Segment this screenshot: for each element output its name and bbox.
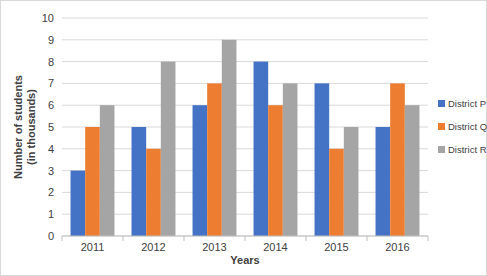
grid-line [62, 18, 428, 19]
legend-label: District Q [448, 121, 487, 132]
legend-swatch [438, 123, 445, 130]
grid-line [62, 148, 428, 149]
bar [146, 149, 161, 236]
bar [315, 83, 330, 236]
y-axis-title-line: Number of students [12, 75, 24, 179]
bar [161, 62, 176, 236]
x-tick-label: 2015 [324, 241, 348, 253]
grid-line [62, 105, 428, 106]
bar [405, 105, 420, 236]
x-tick [306, 236, 307, 241]
x-tick [245, 236, 246, 241]
x-tick [62, 236, 63, 241]
bars [71, 40, 420, 236]
bar [283, 83, 298, 236]
x-tick [123, 236, 124, 241]
legend-label: District P [448, 98, 486, 109]
y-tick-label: 1 [48, 208, 54, 220]
y-axis-title: Number of students(in thousands) [12, 75, 37, 179]
x-axis-title: Years [230, 254, 259, 266]
bar [207, 83, 222, 236]
grid-line [62, 127, 428, 128]
y-tick-label: 4 [48, 143, 54, 155]
y-tick-label: 8 [48, 56, 54, 68]
y-tick-label: 5 [48, 121, 54, 133]
chart-frame [1, 1, 487, 276]
x-tick-label: 2012 [141, 241, 165, 253]
y-tick-label: 7 [48, 77, 54, 89]
bar [390, 83, 405, 236]
bar [100, 105, 115, 236]
bar [132, 127, 147, 236]
grid-line [62, 83, 428, 84]
bar [193, 105, 208, 236]
bar [376, 127, 391, 236]
bar [222, 40, 237, 236]
x-tick-label: 2014 [263, 241, 287, 253]
y-tick-label: 2 [48, 186, 54, 198]
y-tick-label: 10 [42, 12, 54, 24]
grid-line [62, 39, 428, 40]
bar [71, 171, 86, 236]
x-tick-label: 2013 [202, 241, 226, 253]
grid-line [62, 170, 428, 171]
y-tick-label: 3 [48, 165, 54, 177]
x-tick-label: 2011 [81, 241, 105, 253]
x-tick [184, 236, 185, 241]
bar [329, 149, 344, 236]
y-tick-label: 0 [48, 230, 54, 242]
bar [344, 127, 359, 236]
x-tick [428, 236, 429, 241]
chart: 0 1 2 3 4 5 6 7 8 9 10 2011 2012 2013 2014 2015 2016 Year… [0, 0, 487, 276]
grid-line [62, 192, 428, 193]
x-tick [367, 236, 368, 241]
y-axis-title-line: (in thousands) [25, 89, 37, 165]
y-tick-label: 9 [48, 34, 54, 46]
bar [254, 62, 269, 236]
grid-line [62, 61, 428, 62]
bar [85, 127, 100, 236]
x-tick-label: 2016 [385, 241, 409, 253]
legend-label: District R [448, 144, 487, 155]
y-tick-label: 6 [48, 99, 54, 111]
legend-swatch [438, 100, 445, 107]
grid-line [62, 214, 428, 215]
legend-swatch [438, 146, 445, 153]
bar [268, 105, 283, 236]
